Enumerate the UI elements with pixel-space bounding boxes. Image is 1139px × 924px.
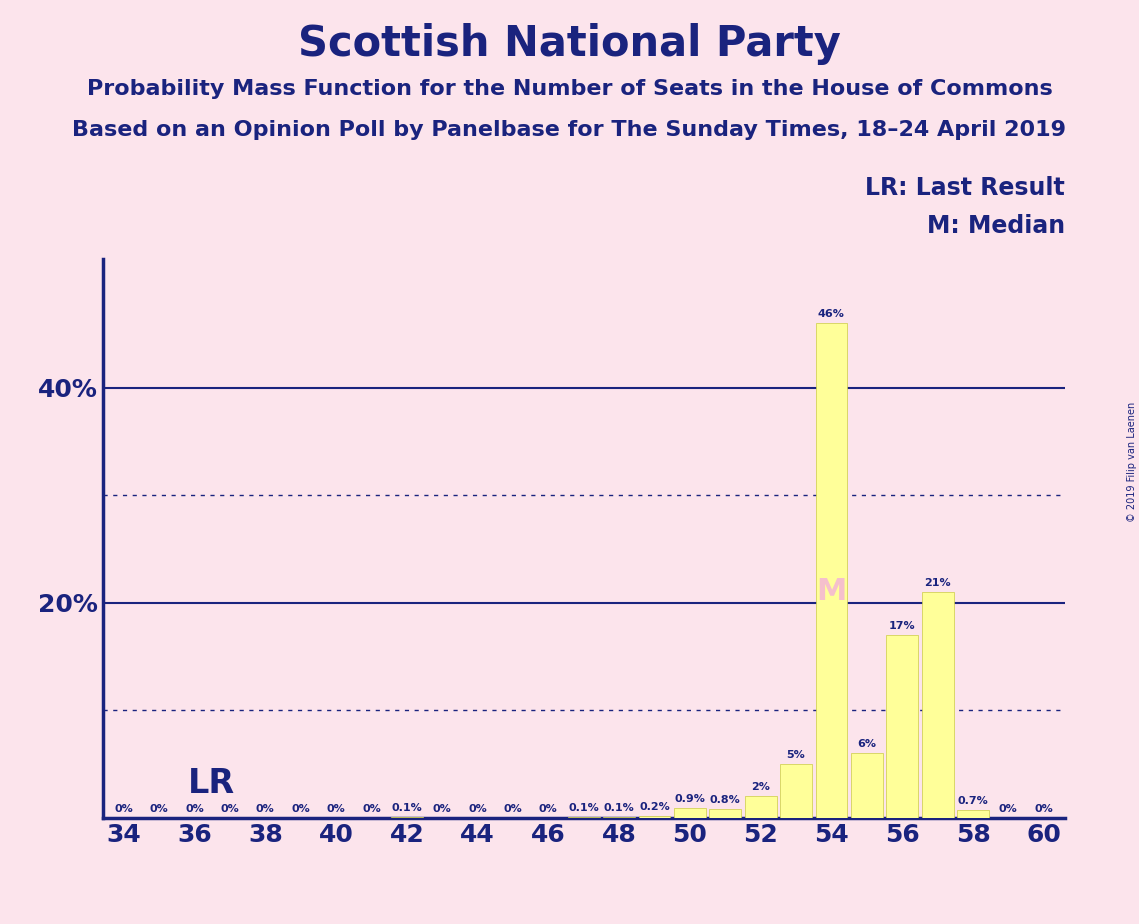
- Bar: [568, 817, 599, 818]
- Text: 0%: 0%: [539, 804, 558, 814]
- Text: 0%: 0%: [468, 804, 487, 814]
- Text: M: M: [817, 578, 846, 606]
- Text: 0%: 0%: [362, 804, 380, 814]
- Text: 0%: 0%: [186, 804, 204, 814]
- Text: 0.1%: 0.1%: [568, 803, 599, 813]
- Bar: [921, 592, 953, 818]
- Bar: [957, 810, 989, 818]
- Text: © 2019 Filip van Laenen: © 2019 Filip van Laenen: [1126, 402, 1137, 522]
- Text: 0.2%: 0.2%: [639, 802, 670, 812]
- Text: 21%: 21%: [924, 578, 951, 589]
- Bar: [674, 808, 706, 818]
- Text: 0%: 0%: [327, 804, 345, 814]
- Text: M: Median: M: Median: [927, 214, 1065, 238]
- Text: LR: Last Result: LR: Last Result: [866, 176, 1065, 200]
- Text: 0%: 0%: [114, 804, 133, 814]
- Text: 0.7%: 0.7%: [958, 796, 989, 807]
- Text: 0%: 0%: [433, 804, 451, 814]
- Text: 0%: 0%: [503, 804, 523, 814]
- Text: 0%: 0%: [149, 804, 169, 814]
- Text: 5%: 5%: [787, 750, 805, 760]
- Text: 0.8%: 0.8%: [710, 796, 740, 806]
- Text: 0.9%: 0.9%: [674, 795, 705, 804]
- Bar: [604, 817, 636, 818]
- Text: 0.1%: 0.1%: [604, 803, 634, 813]
- Text: 0%: 0%: [221, 804, 239, 814]
- Text: Probability Mass Function for the Number of Seats in the House of Commons: Probability Mass Function for the Number…: [87, 79, 1052, 99]
- Text: 17%: 17%: [888, 621, 916, 631]
- Text: 0%: 0%: [256, 804, 274, 814]
- Bar: [710, 809, 741, 818]
- Text: 46%: 46%: [818, 310, 845, 320]
- Text: Based on an Opinion Poll by Panelbase for The Sunday Times, 18–24 April 2019: Based on an Opinion Poll by Panelbase fo…: [73, 120, 1066, 140]
- Bar: [851, 753, 883, 818]
- Text: 0%: 0%: [999, 804, 1018, 814]
- Bar: [886, 635, 918, 818]
- Text: 0%: 0%: [292, 804, 310, 814]
- Bar: [816, 323, 847, 818]
- Bar: [780, 764, 812, 818]
- Bar: [391, 817, 423, 818]
- Text: 0.1%: 0.1%: [392, 803, 423, 813]
- Text: Scottish National Party: Scottish National Party: [298, 23, 841, 65]
- Text: 6%: 6%: [858, 739, 876, 749]
- Bar: [745, 796, 777, 818]
- Bar: [639, 816, 671, 818]
- Text: 0%: 0%: [1034, 804, 1054, 814]
- Text: 2%: 2%: [752, 783, 770, 793]
- Text: LR: LR: [188, 767, 235, 800]
